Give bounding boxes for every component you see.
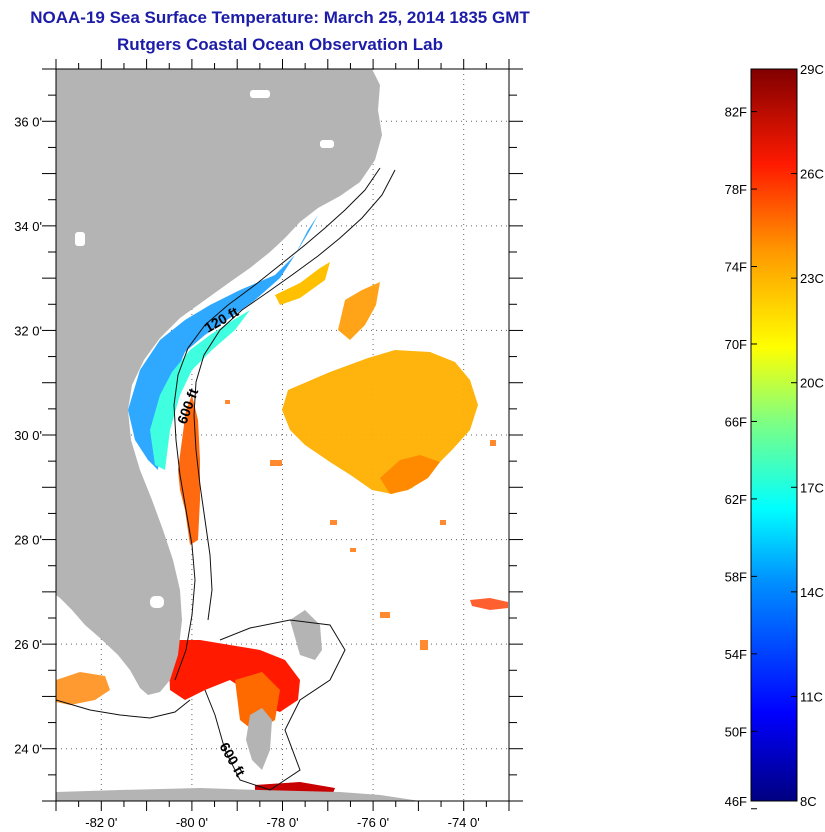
- sst-scattered-speckles: [225, 400, 496, 650]
- lat-tick-label: 32 0': [14, 323, 42, 338]
- map-subtitle: Rutgers Coastal Ocean Observation Lab: [117, 35, 443, 54]
- colorbar-f-label: 62F: [725, 492, 747, 507]
- colorbar-c-label: 26C: [800, 167, 824, 182]
- sst-nearshore-cyan-band: [150, 310, 250, 470]
- lon-tick-label: -76 0': [357, 815, 389, 830]
- bathymetry-contours: [55, 167, 396, 791]
- colorbar-c-label: 29C: [800, 62, 824, 77]
- lat-tick-label: 30 0': [14, 428, 42, 443]
- lat-tick-label: 24 0': [14, 742, 42, 757]
- contour-bahamas: [204, 619, 346, 791]
- colorbar-c-label: 8C: [800, 794, 817, 809]
- colorbar-f-label: 58F: [725, 569, 747, 584]
- sst-eastern-patch: [470, 598, 508, 610]
- colorbar-f-label: 66F: [725, 414, 747, 429]
- sst-gulfstream-north: [275, 262, 330, 305]
- land-andros-island: [246, 708, 272, 770]
- axis-ticks: [42, 59, 523, 811]
- lon-tick-label: -74 0': [448, 815, 480, 830]
- lon-tick-label: -82 0': [85, 815, 117, 830]
- contour-florida-keys: [55, 699, 191, 719]
- sst-offshore-warm-patch: [282, 350, 478, 494]
- sst-gulf-south-patch: [56, 672, 110, 705]
- colorbar: [750, 68, 798, 802]
- colorbar-c-label: 14C: [800, 585, 824, 600]
- contour-120ft: [173, 167, 381, 681]
- land-cuba: [56, 788, 420, 801]
- land-mainland: [56, 69, 382, 695]
- colorbar-labels: 29C 26C 23C 20C 17C 14C 11C 8C 82F 78F 74F 70F 66F 62…: [725, 62, 824, 809]
- colorbar-f-label: 82F: [725, 105, 747, 120]
- lat-tick-label: 26 0': [14, 637, 42, 652]
- sst-offshore-orange-streak: [380, 455, 440, 494]
- axis-tick-labels: -82 0' -80 0' -78 0' -76 0' -74 0' 24 0' 26 0'…: [14, 114, 480, 830]
- inland-lakes: [75, 90, 334, 608]
- colorbar-c-label: 11C: [800, 689, 823, 704]
- lat-tick-label: 28 0': [14, 533, 42, 548]
- lon-tick-label: -80 0': [176, 815, 208, 830]
- lat-tick-label: 36 0': [14, 114, 42, 129]
- colorbar-f-label: 70F: [725, 337, 747, 352]
- colorbar-f-label: 74F: [725, 260, 747, 275]
- colorbar-f-label: 50F: [725, 724, 747, 739]
- colorbar-c-label: 23C: [800, 271, 824, 286]
- colorbar-f-label: 78F: [725, 182, 747, 197]
- sst-nearshore-cool-band: [128, 215, 318, 470]
- colorbar-c-label: 17C: [800, 480, 824, 495]
- sst-offshore-north-patch: [338, 282, 380, 340]
- contour-600ft: [193, 169, 396, 621]
- colorbar-ticks: [751, 68, 797, 810]
- map-title: NOAA-19 Sea Surface Temperature: March 2…: [30, 8, 530, 27]
- colorbar-c-label: 20C: [800, 376, 824, 391]
- lon-tick-label: -78 0': [266, 815, 298, 830]
- colorbar-f-label: 46F: [725, 794, 747, 809]
- colorbar-f-label: 54F: [725, 647, 747, 662]
- lat-tick-label: 34 0': [14, 219, 42, 234]
